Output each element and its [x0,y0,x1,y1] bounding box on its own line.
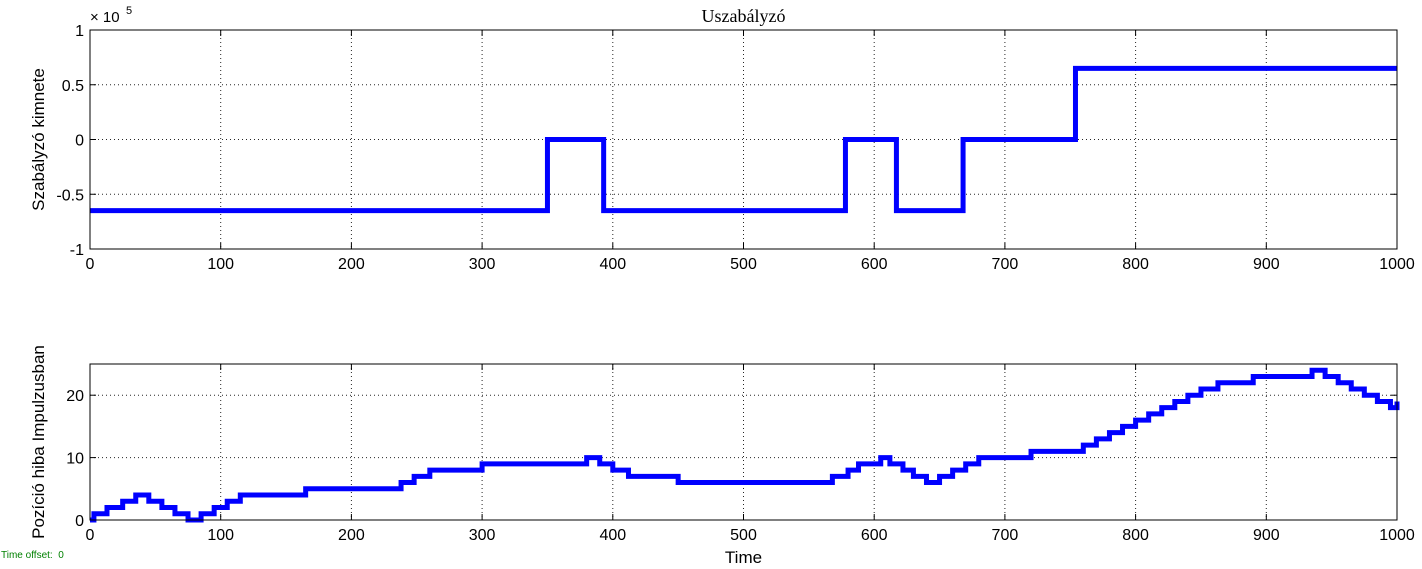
bottom-plot: 0 100 200 300 400 500 600 700 800 900 1000 0 10 20 Tim… [29,345,1415,567]
x-tick-label: 800 [1122,256,1149,273]
y-tick-label: -0.5 [56,187,84,204]
y-exponent-base: × 10 [90,9,120,26]
x-tick-label: 700 [992,256,1019,273]
x-tick-label: 100 [207,527,234,544]
y-axis-label: Pozíció hiba Impulzusban [29,345,48,539]
y-tick-label: 20 [66,388,84,405]
x-tick-label: 400 [599,256,626,273]
y-tick-label: -1 [70,242,84,259]
x-tick-label: 300 [469,527,496,544]
y-tick-label: 1 [75,23,84,40]
time-offset-label: Time offset: [1,550,53,561]
x-tick-label: 200 [338,256,365,273]
x-tick-label: 1000 [1379,256,1415,273]
time-offset-value: 0 [58,550,64,561]
x-tick-label: 200 [338,527,365,544]
x-tick-label: 400 [599,527,626,544]
y-tick-label: 10 [66,451,84,468]
x-tick-label: 0 [86,527,95,544]
y-tick-label: 0.5 [62,78,84,95]
y-tick-label: 0 [75,133,84,150]
x-tick-label: 500 [730,527,757,544]
x-tick-label: 300 [469,256,496,273]
y-tick-label: 0 [75,513,84,530]
x-tick-label: 1000 [1379,527,1415,544]
chart-title: Uszabályzó [702,6,786,26]
x-tick-label: 0 [86,256,95,273]
x-tick-label: 100 [207,256,234,273]
time-offset-readout: Time offset: 0 [1,550,64,561]
series-line [90,367,1400,523]
x-tick-label: 600 [861,256,888,273]
x-axis-label: Time [725,548,762,567]
x-tick-label: 900 [1253,256,1280,273]
series-line [90,65,1397,214]
y-exponent-power: 5 [126,5,132,17]
x-tick-label: 800 [1122,527,1149,544]
top-plot: 0 100 200 300 400 500 600 700 800 900 1000 -1 -0.5 0 0… [29,5,1415,273]
x-tick-label: 500 [730,256,757,273]
x-tick-label: 700 [992,527,1019,544]
x-tick-label: 600 [861,527,888,544]
x-tick-label: 900 [1253,527,1280,544]
y-axis-label: Szabályzó kimnete [29,68,48,211]
